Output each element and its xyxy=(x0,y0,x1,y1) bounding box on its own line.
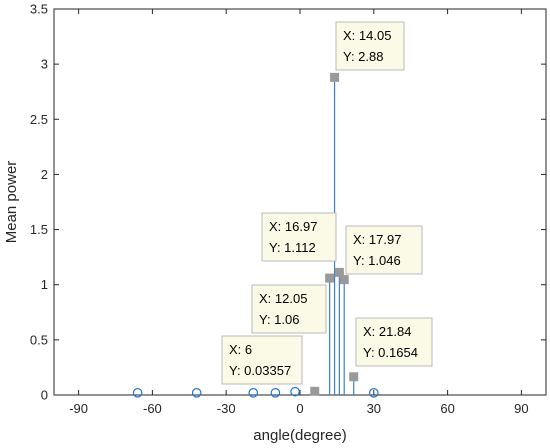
plot-area: -90 -60 -30 0 30 60 90 0 0.5 1 1.5 2 2.5 3 3.5 X: 14.05… xyxy=(30,2,547,416)
datatip-x-text: X: 17.97 xyxy=(353,232,401,247)
stem-point-square xyxy=(310,386,320,396)
stem-point-square xyxy=(325,273,335,283)
stem-point-circle xyxy=(290,386,300,397)
stem-point-square xyxy=(330,72,340,82)
datatip-box xyxy=(251,284,327,334)
stem-point-square xyxy=(334,267,344,277)
stem-point-circle xyxy=(248,387,259,398)
datatip-y-text: Y: 1.06 xyxy=(259,312,299,327)
x-tick-label: 0 xyxy=(296,401,303,416)
datatip-x-text: X: 6 xyxy=(229,342,252,357)
x-axis-label: angle(degree) xyxy=(253,427,346,444)
x-tick-label: 60 xyxy=(440,401,454,416)
datatip-y-text: Y: 1.046 xyxy=(353,253,401,268)
datatip-box xyxy=(355,317,433,367)
datatip-x-text: X: 21.84 xyxy=(363,324,411,339)
y-tick-label: 0.5 xyxy=(30,332,48,347)
x-tick-label: 90 xyxy=(514,401,528,416)
stem-point-square xyxy=(349,372,359,382)
datatip-x-text: X: 12.05 xyxy=(259,291,307,306)
stem-point-circle xyxy=(132,387,143,398)
y-tick-label: 3.5 xyxy=(30,2,48,17)
datatip-y-text: Y: 0.03357 xyxy=(229,363,291,378)
datatip-x-text: X: 14.05 xyxy=(343,28,391,43)
datatip-y-text: Y: 2.88 xyxy=(343,49,383,64)
x-tick-label: 30 xyxy=(367,401,381,416)
y-tick-label: 3 xyxy=(41,57,48,72)
stem-point-square xyxy=(339,275,349,285)
datatip-box xyxy=(261,212,337,262)
y-tick-label: 2.5 xyxy=(30,112,48,127)
y-tick-label: 2 xyxy=(41,167,48,182)
datatip-x-text: X: 16.97 xyxy=(269,219,317,234)
stem-point-circle xyxy=(368,387,379,398)
datatip-box xyxy=(335,21,405,71)
datatip-y-text: Y: 0.1654 xyxy=(363,345,418,360)
y-tick-label: 1.5 xyxy=(30,222,48,237)
datatip-y-text: Y: 1.112 xyxy=(269,240,316,255)
x-tick-label: -90 xyxy=(69,401,88,416)
datatip-box xyxy=(221,335,303,385)
datatip-box xyxy=(345,225,423,275)
y-tick-label: 0 xyxy=(41,388,48,403)
y-axis-label: Mean power xyxy=(3,161,20,244)
stem-point-circle xyxy=(270,387,281,398)
x-tick-label: -60 xyxy=(143,401,162,416)
x-tick-label: -30 xyxy=(217,401,236,416)
stem-point-circle xyxy=(191,387,202,398)
y-tick-label: 1 xyxy=(41,277,48,292)
